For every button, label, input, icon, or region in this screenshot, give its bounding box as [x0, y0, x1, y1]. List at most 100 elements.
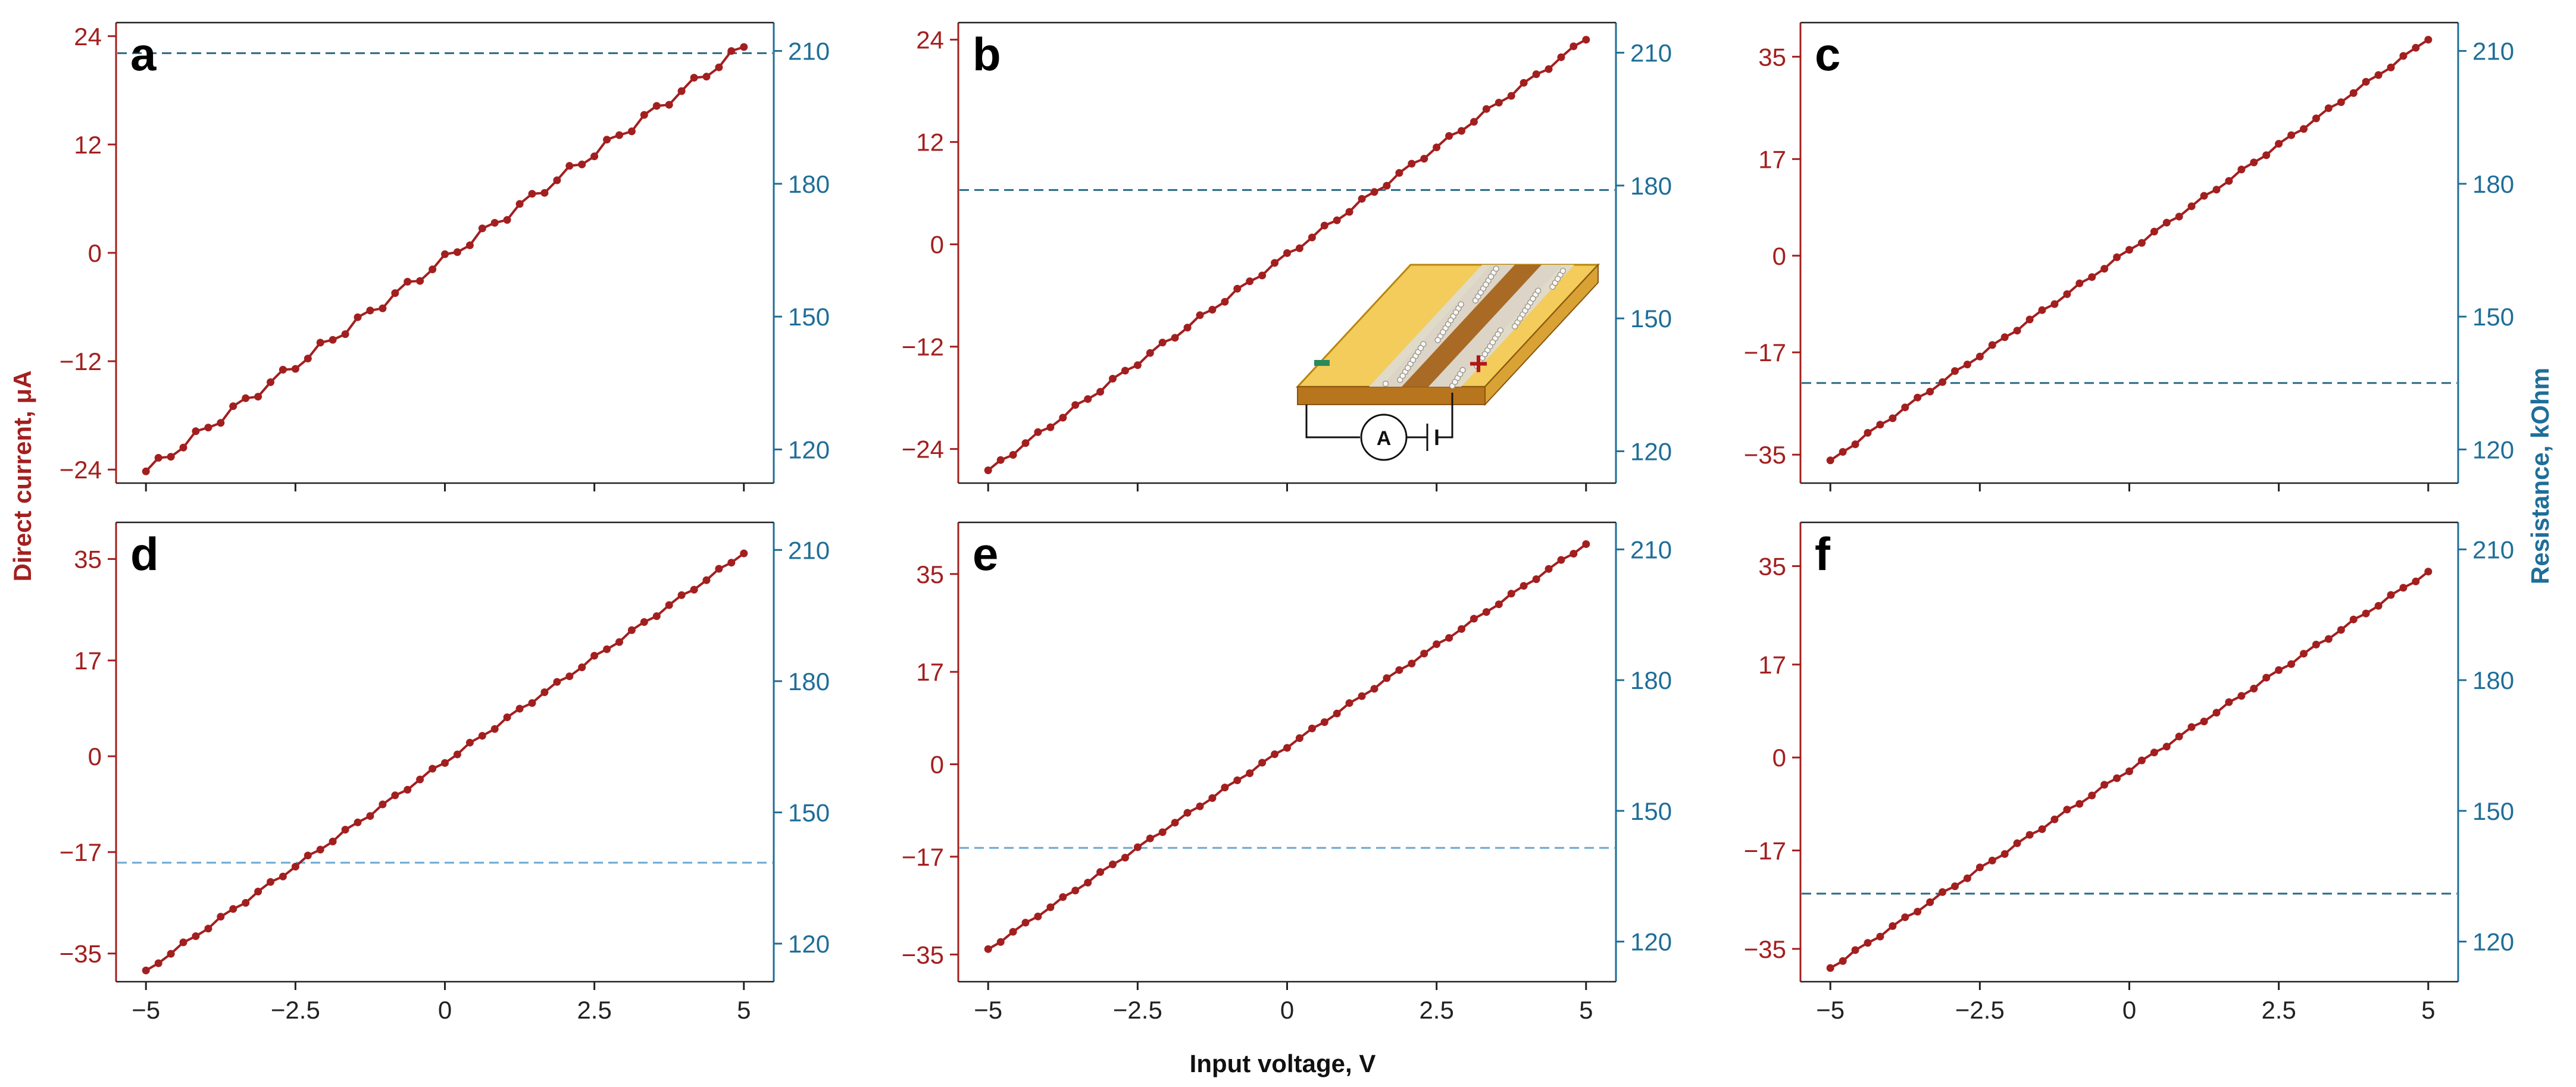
- current-data-point: [1183, 324, 1192, 332]
- current-data-point: [1295, 734, 1303, 743]
- current-data-point: [627, 127, 636, 136]
- current-data-point: [453, 750, 461, 759]
- left-axis-label: Direct current, μA: [8, 371, 36, 582]
- x-tick-label: −5: [1816, 996, 1845, 1024]
- current-data-point: [2187, 723, 2196, 731]
- current-data-point: [540, 189, 549, 197]
- current-data-point: [1208, 306, 1217, 314]
- y-tick-label: −17: [1744, 837, 1786, 864]
- current-data-point: [429, 765, 437, 773]
- current-data-point: [242, 899, 250, 907]
- current-data-point: [1864, 939, 1872, 947]
- current-data-point: [528, 699, 536, 707]
- current-data-point: [1308, 724, 1316, 732]
- current-data-point: [1246, 277, 1254, 286]
- y2-tick-label: 120: [1630, 437, 1672, 465]
- current-data-point: [1133, 843, 1142, 851]
- current-data-point: [2075, 800, 2084, 808]
- current-data-point: [727, 47, 736, 55]
- panel-label-d: d: [130, 528, 159, 580]
- current-data-point: [1582, 36, 1590, 44]
- current-data-point: [453, 248, 461, 256]
- current-data-point: [2349, 615, 2358, 624]
- y2-tick-label: 180: [788, 668, 830, 696]
- current-data-point: [1345, 208, 1353, 216]
- current-data-point: [1939, 888, 1947, 896]
- current-data-point: [702, 576, 711, 584]
- current-data-point: [2137, 239, 2146, 247]
- current-data-point: [354, 818, 362, 826]
- current-data-point: [740, 43, 748, 51]
- current-data-point: [1283, 249, 1291, 257]
- current-data-point: [615, 638, 623, 646]
- current-data-point: [204, 424, 212, 432]
- current-data-point: [1951, 367, 1959, 375]
- x-tick-label: −5: [132, 996, 160, 1024]
- current-data-point: [1071, 886, 1080, 895]
- current-data-point: [279, 872, 287, 881]
- current-data-point: [1096, 388, 1105, 396]
- current-data-point: [2025, 315, 2034, 324]
- current-data-point: [515, 200, 524, 208]
- current-data-point: [2100, 781, 2109, 789]
- current-data-point: [1458, 127, 1465, 135]
- current-data-point: [1358, 195, 1366, 203]
- current-data-point: [1939, 378, 1947, 386]
- current-data-point: [1246, 769, 1254, 778]
- current-data-point: [1458, 625, 1465, 633]
- current-data-point: [565, 672, 574, 681]
- current-data-point: [254, 393, 262, 401]
- current-data-point: [2337, 626, 2345, 634]
- ammeter-label: A: [1377, 427, 1392, 450]
- current-data-point: [1532, 70, 1540, 79]
- panel-label-b: b: [973, 28, 1001, 80]
- particle: [1487, 273, 1495, 280]
- current-data-point: [1926, 898, 1934, 906]
- particle: [1448, 317, 1454, 324]
- particle: [1493, 265, 1499, 272]
- current-data-point: [1258, 271, 1267, 280]
- current-data-point: [1864, 429, 1872, 437]
- current-data-point: [1395, 666, 1403, 674]
- current-data-point: [490, 725, 499, 733]
- current-data-point: [1046, 903, 1055, 911]
- current-data-point: [217, 419, 225, 427]
- x-tick-label: 5: [1579, 996, 1593, 1024]
- particle: [1458, 301, 1464, 308]
- current-data-point: [2200, 192, 2208, 200]
- device-inset: +A: [1295, 263, 1600, 461]
- current-data-point: [515, 704, 524, 713]
- current-data-point: [2262, 673, 2271, 682]
- current-data-point: [640, 618, 648, 626]
- y-tick-label: 12: [916, 129, 944, 156]
- current-data-point: [1059, 893, 1067, 901]
- x-axis-label: Input voltage, V: [1190, 1050, 1376, 1077]
- current-data-point: [217, 913, 225, 921]
- y-tick-label: 17: [74, 647, 102, 675]
- current-data-point: [416, 775, 424, 784]
- current-data-point: [2013, 327, 2021, 335]
- current-data-point: [996, 456, 1005, 464]
- panel-label-f: f: [1815, 528, 1831, 580]
- current-data-point: [665, 101, 673, 109]
- particle: [1399, 372, 1406, 379]
- current-data-point: [1233, 776, 1242, 784]
- current-data-point: [2113, 253, 2121, 261]
- current-data-point: [1570, 42, 1578, 51]
- current-data-point: [540, 688, 549, 696]
- current-data-point: [1963, 874, 1971, 882]
- current-data-point: [366, 812, 374, 820]
- x-tick-label: 0: [438, 996, 452, 1024]
- current-data-point: [1258, 759, 1267, 767]
- current-data-point: [341, 826, 349, 834]
- current-data-point: [677, 87, 686, 95]
- current-data-point: [1034, 912, 1042, 920]
- current-data-point: [1271, 259, 1279, 267]
- current-data-point: [2424, 568, 2433, 576]
- current-data-point: [1370, 188, 1378, 196]
- current-data-point: [652, 612, 661, 621]
- current-data-point: [2225, 698, 2233, 706]
- current-data-point: [167, 453, 175, 461]
- current-data-point: [254, 888, 262, 895]
